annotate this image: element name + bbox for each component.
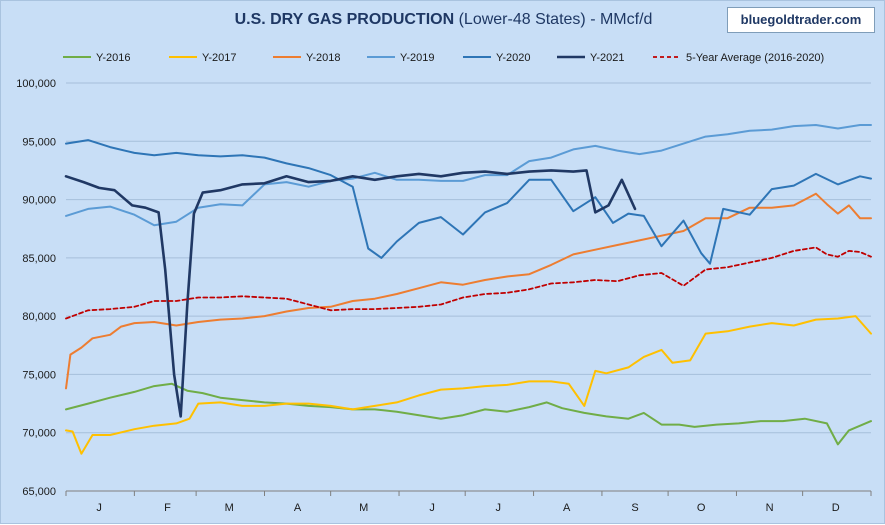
x-tick-label: A	[294, 502, 302, 514]
brand-badge: bluegoldtrader.com	[727, 7, 875, 33]
legend-label: Y-2020	[496, 52, 530, 64]
series-lines	[64, 124, 872, 455]
grid-lines	[66, 82, 871, 434]
y-tick-label: 80,000	[22, 311, 56, 323]
x-tick-label: J	[96, 502, 102, 514]
legend-label: Y-2019	[400, 52, 434, 64]
x-tick-label: O	[697, 502, 706, 514]
legend-label: Y-2018	[306, 52, 340, 64]
series-line-2	[65, 192, 872, 390]
series-line-3	[65, 124, 872, 227]
x-tick-label: N	[766, 502, 774, 514]
y-tick-label: 85,000	[22, 253, 56, 265]
y-tick-label: 95,000	[22, 136, 56, 148]
legend-label: Y-2016	[96, 52, 130, 64]
y-tick-label: 75,000	[22, 369, 56, 381]
legend-label: 5-Year Average (2016-2020)	[686, 52, 824, 64]
x-tick-label: J	[429, 502, 435, 514]
x-tick-label: J	[496, 502, 502, 514]
x-tick-label: S	[631, 502, 638, 514]
legend: Y-2016 Y-2017 Y-2018 Y-2019 Y-2020 Y-2021 5-Ye…	[63, 52, 824, 64]
series-line-1	[65, 315, 872, 455]
x-tick-label: F	[164, 502, 171, 514]
y-tick-label: 100,000	[16, 78, 56, 90]
x-tick-label: D	[832, 502, 840, 514]
y-tick-label: 90,000	[22, 195, 56, 207]
y-tick-label: 65,000	[22, 486, 56, 498]
chart-title-rest: (Lower-48 States) - MMcf/d	[454, 11, 653, 28]
series-line-5	[64, 169, 637, 418]
x-tick-label: M	[225, 502, 234, 514]
series-line-6	[65, 246, 872, 320]
legend-label: Y-2017	[202, 52, 236, 64]
axes: 65,000 70,000 75,000 80,000 85,000 90,000 95,0…	[16, 78, 872, 514]
x-tick-label: A	[563, 502, 571, 514]
chart-title: U.S. DRY GAS PRODUCTION (Lower-48 States…	[1, 11, 885, 29]
legend-label: Y-2021	[590, 52, 624, 64]
series-line-0	[65, 382, 872, 446]
chart-title-bold: U.S. DRY GAS PRODUCTION	[234, 11, 455, 28]
series-line-4	[65, 139, 872, 265]
y-tick-label: 70,000	[22, 428, 56, 440]
x-tick-label: M	[359, 502, 368, 514]
